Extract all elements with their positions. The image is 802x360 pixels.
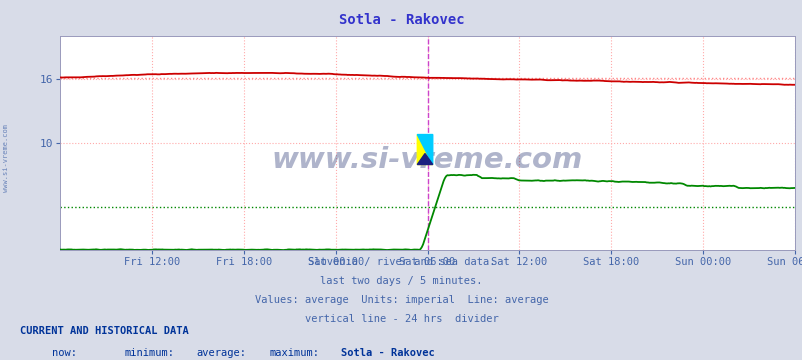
Text: minimum:: minimum: — [124, 348, 174, 358]
Polygon shape — [417, 135, 432, 165]
Text: CURRENT AND HISTORICAL DATA: CURRENT AND HISTORICAL DATA — [20, 326, 188, 336]
Text: maximum:: maximum: — [269, 348, 318, 358]
Text: Sotla - Rakovec: Sotla - Rakovec — [341, 348, 435, 358]
Text: Values: average  Units: imperial  Line: average: Values: average Units: imperial Line: av… — [254, 295, 548, 305]
Text: now:: now: — [52, 348, 77, 358]
Text: last two days / 5 minutes.: last two days / 5 minutes. — [320, 276, 482, 286]
Text: average:: average: — [196, 348, 246, 358]
Text: www.si-vreme.com: www.si-vreme.com — [3, 125, 10, 192]
Text: Sotla - Rakovec: Sotla - Rakovec — [338, 13, 464, 27]
Polygon shape — [417, 135, 432, 165]
Text: www.si-vreme.com: www.si-vreme.com — [272, 146, 582, 174]
Polygon shape — [417, 154, 432, 165]
Text: Slovenia / river and sea data.: Slovenia / river and sea data. — [307, 257, 495, 267]
Text: vertical line - 24 hrs  divider: vertical line - 24 hrs divider — [304, 314, 498, 324]
